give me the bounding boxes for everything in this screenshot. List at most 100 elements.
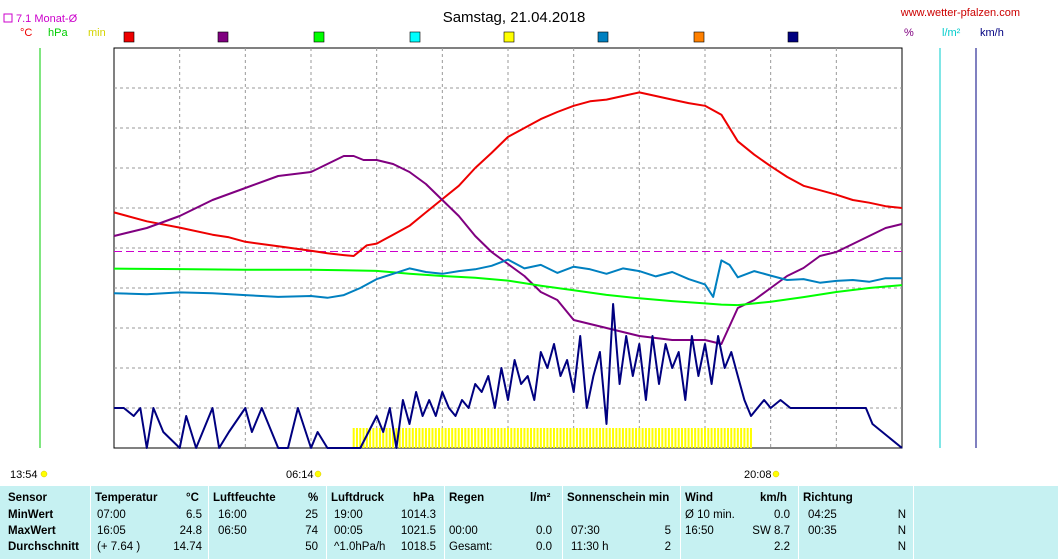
- legend-swatch: [597, 31, 609, 43]
- temp-axis-unit: °C: [20, 27, 32, 39]
- table-cell-press_v: 1018.5: [400, 541, 436, 553]
- table-cell-hum_v: 74: [305, 525, 318, 537]
- table-cell-sun_v: 2: [664, 541, 671, 553]
- table-cell-rain_v: 0.0: [536, 525, 552, 537]
- sunshine-bar: [749, 428, 752, 448]
- sunshine-bar: [388, 428, 391, 448]
- sunshine-bar: [378, 428, 381, 448]
- sunshine-bar: [671, 428, 674, 448]
- series-line-gusts: [114, 303, 903, 449]
- sunshine-bar: [710, 428, 713, 448]
- header-wind: Wind: [685, 492, 713, 504]
- table-cell-wind_v: 2.2: [774, 541, 790, 553]
- legend-swatch: [693, 31, 705, 43]
- sunshine-bar: [572, 428, 575, 448]
- site-label: www.wetter-pfalzen.com: [900, 7, 1020, 19]
- sunshine-bar: [628, 428, 631, 448]
- sunshine-bar: [726, 428, 729, 448]
- sunshine-bar: [713, 428, 716, 448]
- sunshine-bar: [454, 428, 457, 448]
- sunshine-bar: [743, 428, 746, 448]
- table-cell-hum_v: 50: [305, 541, 318, 553]
- sunshine-bar: [608, 428, 611, 448]
- stats-table: Sensor Temperatur °C Luftfeuchte % Luftd…: [0, 486, 1058, 559]
- sunshine-bar: [658, 428, 661, 448]
- sunshine-bar: [382, 428, 385, 448]
- sunshine-bar: [644, 428, 647, 448]
- table-cell-sun_t: 11:30 h: [571, 541, 609, 553]
- minutes-axis-unit: min: [88, 27, 106, 39]
- sunshine-bar: [736, 428, 739, 448]
- table-cell-dir_t: 04:25: [808, 509, 837, 521]
- sunshine-bar: [434, 428, 437, 448]
- table-cell-press_t: 00:05: [334, 525, 363, 537]
- sunshine-bar: [523, 428, 526, 448]
- header-press-unit: hPa: [413, 492, 435, 504]
- sunshine-bar: [536, 428, 539, 448]
- table-cell-hum_t: 06:50: [218, 525, 247, 537]
- header-dir: Richtung: [803, 492, 853, 504]
- weather-chart: Samstag, 21.04.2018 www.wetter-pfalzen.c…: [3, 7, 1020, 481]
- sunshine-bar: [677, 428, 680, 448]
- table-cell-dir_v: N: [897, 541, 906, 553]
- left-sun-icon: [40, 470, 48, 478]
- table-cell-temp_t: 16:05: [97, 525, 126, 537]
- table-cell-wind_t: 16:50: [685, 525, 714, 537]
- sunshine-bar: [477, 428, 480, 448]
- sunshine-bar: [723, 428, 726, 448]
- table-cell-dir_v: N: [897, 525, 906, 537]
- table-cell-temp_t: 07:00: [97, 509, 126, 521]
- sunshine-bar: [507, 428, 509, 448]
- sunshine-bar: [480, 428, 483, 448]
- sunshine-bar: [457, 428, 460, 448]
- header-rain-unit: l/m²: [530, 492, 551, 504]
- rain-axis-unit: l/m²: [942, 27, 961, 39]
- sunshine-bar: [707, 428, 710, 448]
- sunshine-bar: [730, 428, 733, 448]
- sunshine-bar: [667, 428, 670, 448]
- sunshine-bar: [411, 428, 414, 448]
- header-hum-unit: %: [308, 492, 319, 504]
- sunshine-bar: [510, 428, 513, 448]
- series-line-pressure: [113, 267, 903, 307]
- plot-area: [113, 91, 903, 449]
- sunshine-bar: [575, 428, 578, 448]
- monthly-avg-marker: [3, 13, 13, 23]
- sunshine-bar: [474, 428, 477, 448]
- sunshine-bar: [592, 428, 595, 448]
- sunshine-bar: [467, 428, 470, 448]
- legend-swatch: [503, 31, 515, 43]
- sunshine-bar: [549, 428, 552, 448]
- sunshine-bar: [424, 428, 427, 448]
- header-hum: Luftfeuchte: [213, 492, 276, 504]
- table-cell-label: Durchschnitt: [8, 541, 79, 553]
- header-sun: Sonnenschein min: [567, 492, 670, 504]
- sunshine-bar: [447, 428, 450, 448]
- left-time-label: 13:54: [10, 469, 38, 481]
- table-cell-press_t: 19:00: [334, 509, 363, 521]
- sunshine-bar: [408, 428, 411, 448]
- sunshine-bar: [569, 428, 572, 448]
- legend: [123, 31, 799, 43]
- series-line-humidity: [113, 155, 903, 345]
- sunshine-bar: [579, 428, 582, 448]
- sunshine-bar: [552, 428, 555, 448]
- sunshine-bar: [585, 428, 588, 448]
- series-line-dewpoint: [113, 258, 902, 299]
- sunshine-bar: [533, 428, 536, 448]
- sunshine-bar: [395, 428, 398, 448]
- sunshine-bar: [421, 428, 424, 448]
- chart-title: Samstag, 21.04.2018: [443, 9, 586, 26]
- sunshine-bar: [720, 428, 723, 448]
- sunshine-bar: [355, 428, 358, 448]
- legend-swatch: [123, 31, 135, 43]
- sunshine-bar: [681, 428, 684, 448]
- sunshine-bar: [556, 428, 559, 448]
- sunset-label: 20:08: [744, 469, 772, 481]
- table-cell-temp_v: 6.5: [186, 509, 202, 521]
- sunshine-bar: [352, 428, 355, 448]
- table-cell-sun_v: 5: [664, 525, 671, 537]
- header-temp-unit: °C: [186, 492, 199, 504]
- sunshine-bar: [438, 428, 441, 448]
- sunshine-bar: [385, 428, 388, 448]
